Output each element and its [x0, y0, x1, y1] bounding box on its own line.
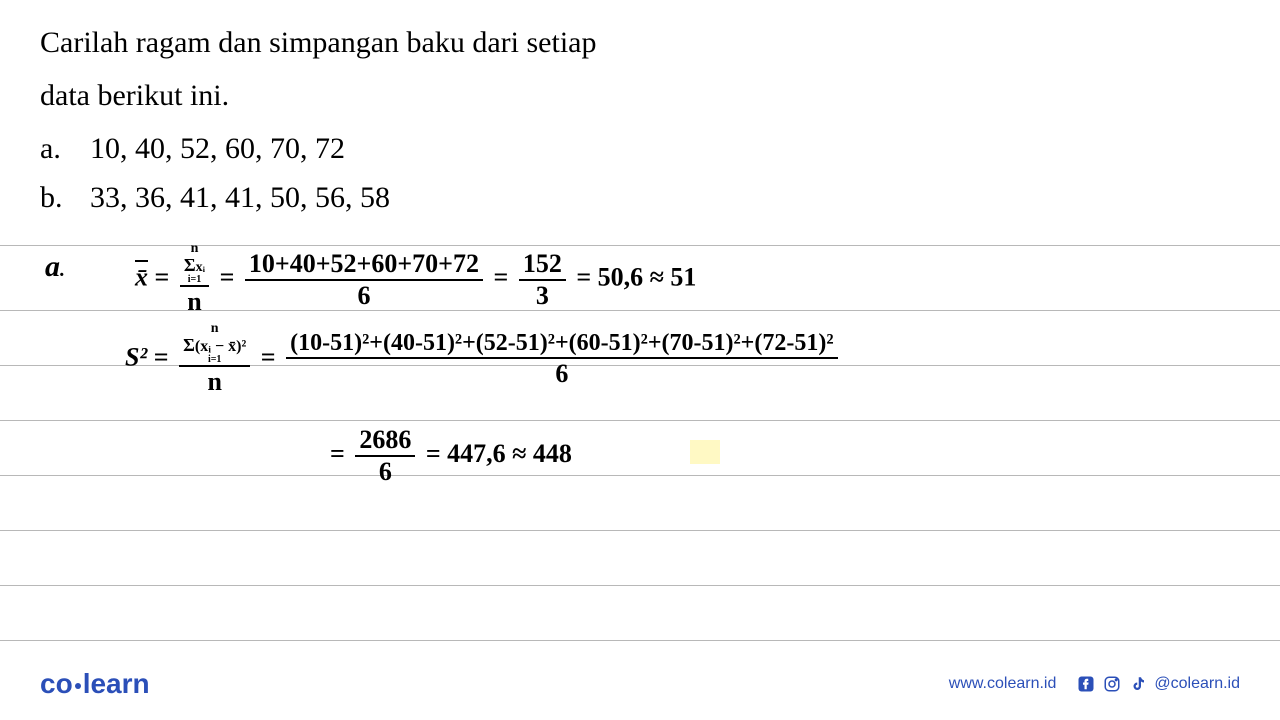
highlight-mark — [690, 440, 720, 464]
hw-part-label: a. — [45, 250, 65, 284]
ruled-line — [0, 530, 1280, 531]
hw-xbar: x̄ — [135, 262, 148, 291]
problem-line1: Carilah ragam dan simpangan baku dari se… — [40, 20, 1240, 65]
list-text-a: 10, 40, 52, 60, 70, 72 — [90, 126, 345, 171]
list-label-a: a. — [40, 126, 90, 171]
instagram-icon — [1102, 674, 1122, 694]
hw-variance-formula: S² = n Σ(xᵢ − x̄)² i=1 n = (10-51)²+(40-… — [125, 322, 842, 397]
tiktok-icon — [1128, 674, 1148, 694]
ruled-line — [0, 640, 1280, 641]
social-handle: @colearn.id — [1154, 675, 1240, 693]
hw-highlighted-result: ≈ 448 — [512, 439, 572, 468]
ruled-line — [0, 585, 1280, 586]
problem-line2: data berikut ini. — [40, 73, 1240, 118]
hw-variance-result: = 2686 6 = 447,6 ≈ 448 — [330, 425, 572, 487]
lined-paper-area: a. x̄ = n Σxᵢ i=1 n = 10+40+52+60+70+72 … — [0, 210, 1280, 660]
logo: colearn — [40, 668, 150, 700]
footer: colearn www.colearn.id @colearn.id — [0, 668, 1280, 700]
ruled-line — [0, 420, 1280, 421]
ruled-line — [0, 475, 1280, 476]
footer-url: www.colearn.id — [949, 675, 1057, 693]
social-icons: @colearn.id — [1076, 674, 1240, 694]
hw-mean-formula: x̄ = n Σxᵢ i=1 n = 10+40+52+60+70+72 6 =… — [135, 242, 696, 317]
list-item-a: a. 10, 40, 52, 60, 70, 72 — [40, 126, 1240, 171]
hw-s2: S² — [125, 342, 147, 371]
facebook-icon — [1076, 674, 1096, 694]
